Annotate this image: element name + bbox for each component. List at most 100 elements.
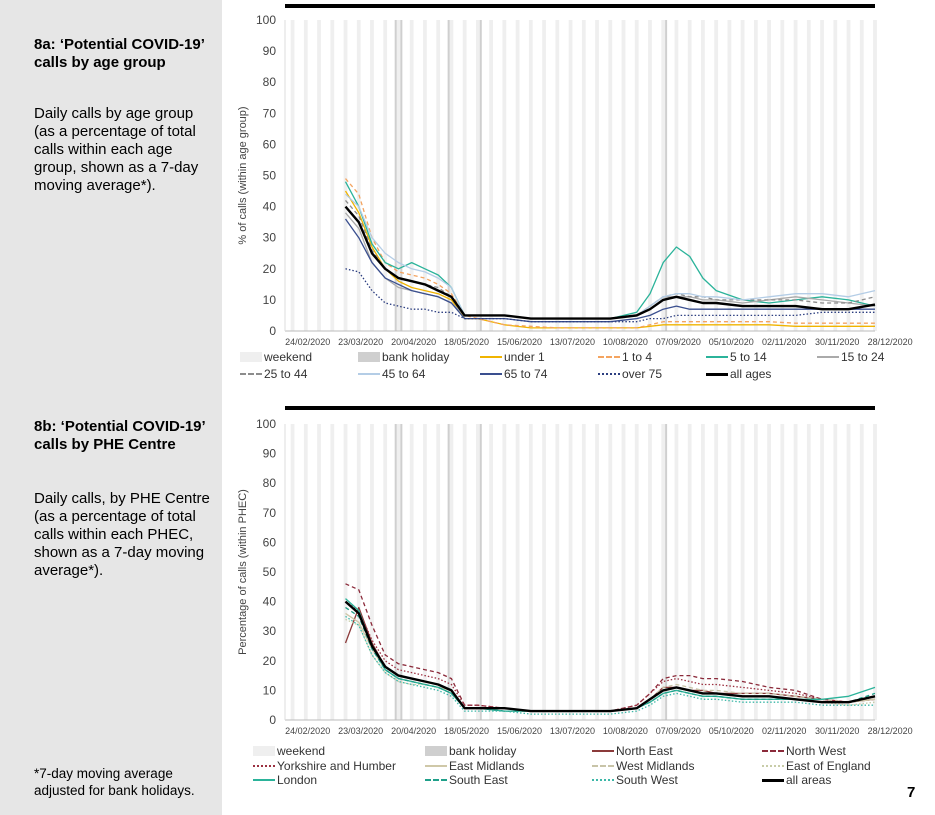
legend-item-weekend: weekend bbox=[253, 744, 325, 758]
section-8a-description: Daily calls by age group (as a percentag… bbox=[34, 105, 199, 194]
x-tick-label: 28/12/2020 bbox=[868, 337, 913, 347]
series-swatch bbox=[592, 779, 614, 781]
legend-item: all ages bbox=[706, 367, 771, 381]
series-line-all-ages bbox=[344, 205, 876, 320]
x-tick-label: 30/11/2020 bbox=[815, 337, 859, 347]
legend-item: East of England bbox=[762, 759, 871, 773]
weekend-band bbox=[396, 20, 401, 331]
legend-label: over 75 bbox=[622, 367, 663, 381]
series-swatch bbox=[762, 750, 784, 752]
legend-item: North West bbox=[762, 744, 846, 758]
section-8b-title: 8b: ‘Potential COVID-19’ calls by PHE Ce… bbox=[34, 418, 205, 453]
legend-item: under 1 bbox=[480, 350, 545, 364]
x-tick-label: 02/11/2020 bbox=[762, 337, 806, 347]
legend-item: London bbox=[253, 773, 317, 787]
weekend-band bbox=[608, 20, 613, 331]
series-swatch bbox=[480, 356, 502, 358]
series-swatch bbox=[762, 778, 784, 782]
series-swatch bbox=[706, 372, 728, 376]
weekend-band bbox=[449, 20, 454, 331]
bank-holiday-band bbox=[394, 20, 397, 331]
x-tick-label: 13/07/2020 bbox=[550, 337, 595, 347]
y-tick-label: 10 bbox=[263, 293, 277, 307]
legend-label: 5 to 14 bbox=[730, 350, 767, 364]
y-tick-label: 100 bbox=[256, 13, 276, 27]
series-swatch bbox=[425, 765, 447, 767]
bank-holiday-swatch bbox=[358, 352, 380, 362]
weekend-band bbox=[370, 20, 374, 331]
weekend-band bbox=[753, 20, 758, 331]
series-swatch bbox=[425, 779, 447, 781]
y-tick-label: 40 bbox=[263, 200, 277, 214]
weekend-band bbox=[780, 20, 785, 331]
series-line-over-75 bbox=[345, 268, 875, 323]
y-tick-label: 60 bbox=[263, 137, 277, 151]
legend-label: Yorkshire and Humber bbox=[277, 759, 396, 773]
series-swatch bbox=[762, 765, 784, 767]
weekend-band bbox=[793, 20, 798, 331]
legend-item: 45 to 64 bbox=[358, 367, 425, 381]
weekend-band bbox=[727, 20, 732, 331]
legend-item: South West bbox=[592, 773, 678, 787]
legend-item: over 75 bbox=[598, 367, 662, 381]
weekend-band bbox=[714, 20, 719, 331]
series-swatch bbox=[598, 356, 620, 358]
x-tick-label: 18/05/2020 bbox=[444, 337, 489, 347]
legend-item: 25 to 44 bbox=[240, 367, 307, 381]
weekend-band bbox=[423, 20, 427, 331]
legend-item: 5 to 14 bbox=[706, 350, 767, 364]
legend-label: South West bbox=[616, 773, 678, 787]
weekend-band bbox=[502, 20, 507, 331]
x-tick-label: 20/04/2020 bbox=[391, 337, 436, 347]
weekend-band bbox=[859, 20, 864, 331]
series-swatch bbox=[253, 765, 275, 767]
legend-label: 65 to 74 bbox=[504, 367, 548, 381]
weekend-band bbox=[581, 20, 586, 331]
legend-label: West Midlands bbox=[616, 759, 695, 773]
series-swatch bbox=[592, 750, 614, 752]
legend-item: North East bbox=[592, 744, 673, 758]
y-tick-label: 90 bbox=[263, 44, 277, 58]
footnote: *7-day moving average adjusted for bank … bbox=[34, 766, 195, 798]
legend-item-bank: bank holiday bbox=[358, 350, 449, 364]
weekend-band bbox=[330, 20, 335, 331]
weekend-band bbox=[462, 20, 467, 331]
series-swatch bbox=[598, 373, 620, 375]
legend-item: East Midlands bbox=[425, 759, 524, 773]
bank-holiday-band bbox=[400, 20, 403, 331]
bank-holiday-band bbox=[665, 20, 668, 331]
weekend-band bbox=[687, 20, 692, 331]
x-tick-label: 05/10/2020 bbox=[709, 337, 754, 347]
weekend-band bbox=[383, 20, 388, 331]
weekend-band bbox=[595, 20, 599, 331]
y-tick-label: 30 bbox=[263, 231, 277, 245]
weekend-band bbox=[701, 20, 705, 331]
legend-item: 15 to 24 bbox=[817, 350, 884, 364]
legend-label: weekend bbox=[264, 350, 313, 364]
series-swatch bbox=[706, 356, 728, 358]
weekend-band bbox=[409, 20, 414, 331]
legend-label: 1 to 4 bbox=[622, 350, 653, 364]
legend-item: West Midlands bbox=[592, 759, 694, 773]
legend-label: 15 to 24 bbox=[841, 350, 885, 364]
page-number: 7 bbox=[907, 784, 916, 801]
weekend-band bbox=[820, 20, 824, 331]
weekend-band bbox=[846, 20, 851, 331]
weekend-band bbox=[515, 20, 520, 331]
y-tick-label: 20 bbox=[263, 262, 277, 276]
series-swatch bbox=[253, 779, 275, 781]
y-tick-label: 0 bbox=[269, 324, 276, 338]
legend-item: South East bbox=[425, 773, 508, 787]
bank-holiday-band bbox=[479, 20, 482, 331]
series-swatch bbox=[358, 373, 380, 375]
legend-item: Yorkshire and Humber bbox=[253, 759, 396, 773]
x-tick-label: 07/09/2020 bbox=[656, 337, 701, 347]
x-tick-label: 24/02/2020 bbox=[285, 337, 330, 347]
weekend-band bbox=[674, 20, 679, 331]
weekend-band bbox=[568, 20, 573, 331]
legend-label: under 1 bbox=[504, 350, 545, 364]
weekend-band bbox=[621, 20, 626, 331]
legend-label: London bbox=[277, 773, 318, 787]
legend-label: East Midlands bbox=[449, 759, 525, 773]
weekend-band bbox=[436, 20, 441, 331]
